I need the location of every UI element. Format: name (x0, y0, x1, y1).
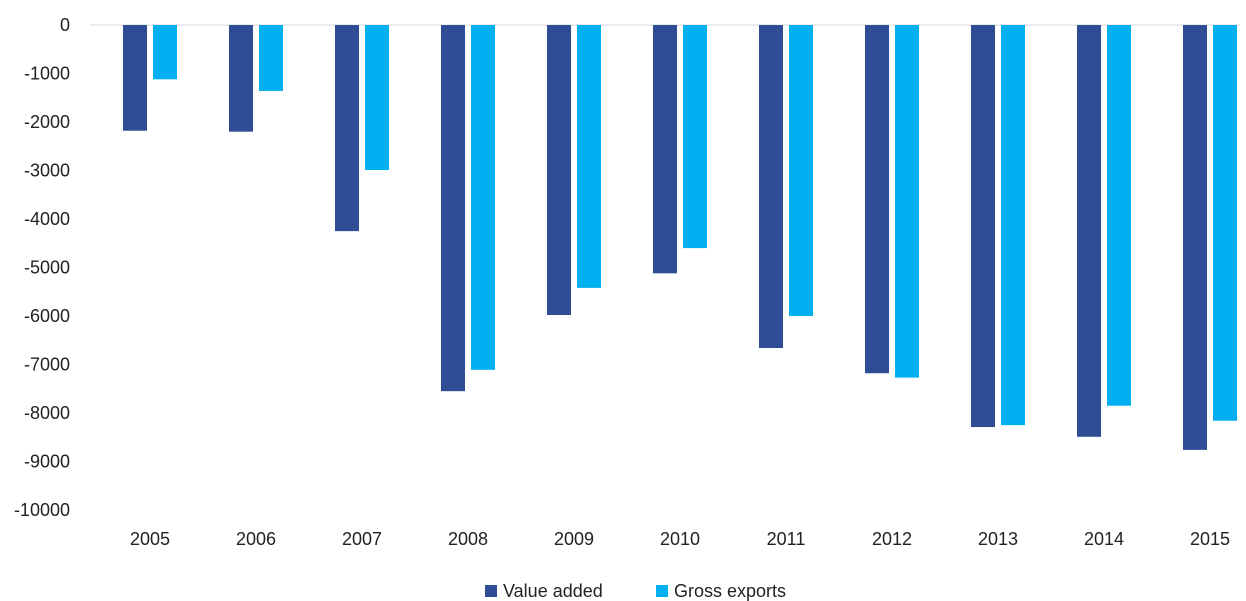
x-tick-label: 2011 (767, 529, 806, 549)
bar-value-added-2010 (653, 25, 677, 274)
y-tick-label: -8000 (24, 403, 70, 423)
x-tick-label: 2013 (978, 529, 1018, 549)
y-tick-label: -4000 (24, 209, 70, 229)
x-axis-ticks: 2005 2006 2007 2008 2009 2010 2011 2012 2013 2014… (130, 529, 1230, 549)
x-tick-label: 2008 (448, 529, 488, 549)
y-tick-label: -2000 (24, 112, 70, 132)
bar-gross-exports-2007 (365, 25, 389, 171)
bar-gross-exports-2015 (1213, 25, 1237, 421)
y-tick-label: -9000 (24, 452, 70, 472)
x-tick-label: 2012 (872, 529, 912, 549)
bar-gross-exports-2009 (577, 25, 601, 288)
y-tick-label: 0 (60, 15, 70, 35)
x-tick-label: 2009 (554, 529, 594, 549)
legend-label: Value added (503, 581, 603, 601)
y-axis-ticks: 0 -1000 -2000 -3000 -4000 -5000 -6000 -7000 -800… (14, 15, 70, 520)
bar-value-added-2015 (1183, 25, 1207, 450)
bar-gross-exports-2014 (1107, 25, 1131, 406)
x-tick-label: 2006 (236, 529, 276, 549)
bar-gross-exports-2008 (471, 25, 495, 370)
x-tick-label: 2007 (342, 529, 382, 549)
legend: Value added Gross exports (485, 581, 786, 601)
legend-swatch (656, 585, 668, 597)
bar-value-added-2009 (547, 25, 571, 316)
y-tick-label: -7000 (24, 355, 70, 375)
bar-value-added-2014 (1077, 25, 1101, 437)
x-tick-label: 2014 (1084, 529, 1124, 549)
bar-gross-exports-2012 (895, 25, 919, 378)
bar-gross-exports-2005 (153, 25, 177, 80)
bar-value-added-2006 (229, 25, 253, 132)
bars (123, 25, 1237, 450)
y-tick-label: -3000 (24, 161, 70, 181)
legend-swatch (485, 585, 497, 597)
bar-gross-exports-2010 (683, 25, 707, 249)
bar-value-added-2008 (441, 25, 465, 392)
y-tick-label: -10000 (14, 500, 70, 520)
bar-value-added-2012 (865, 25, 889, 374)
x-tick-label: 2005 (130, 529, 170, 549)
bar-gross-exports-2006 (259, 25, 283, 91)
bar-value-added-2005 (123, 25, 147, 131)
bar-gross-exports-2011 (789, 25, 813, 316)
bar-value-added-2013 (971, 25, 995, 428)
y-tick-label: -1000 (24, 64, 70, 84)
y-tick-label: -6000 (24, 306, 70, 326)
x-tick-label: 2015 (1190, 529, 1230, 549)
bar-value-added-2011 (759, 25, 783, 349)
x-tick-label: 2010 (660, 529, 700, 549)
legend-item-gross-exports: Gross exports (656, 581, 786, 601)
bar-value-added-2007 (335, 25, 359, 232)
y-tick-label: -5000 (24, 258, 70, 278)
bar-gross-exports-2013 (1001, 25, 1025, 426)
legend-label: Gross exports (674, 581, 786, 601)
legend-item-value-added: Value added (485, 581, 603, 601)
